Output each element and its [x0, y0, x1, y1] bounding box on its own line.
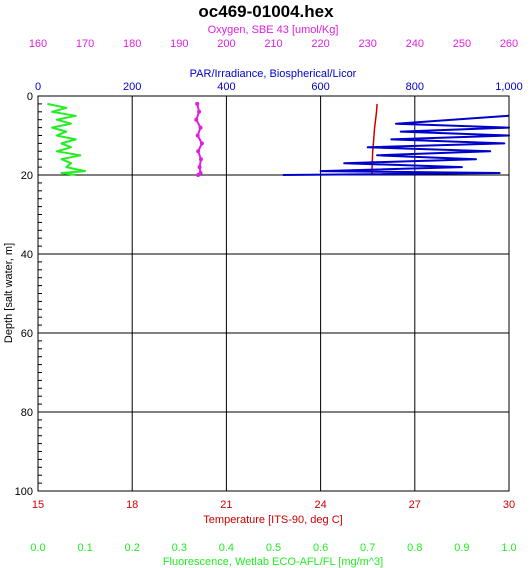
- fluorescence-tick-label: 0.1: [77, 542, 92, 554]
- depth-tick-label: 20: [21, 170, 33, 182]
- oxygen-data-point: [199, 141, 204, 146]
- temperature-tick-label: 21: [220, 499, 232, 511]
- oxygen-data-point: [194, 117, 199, 122]
- chart-title: oc469-01004.hex: [198, 2, 334, 21]
- par-tick-label: 400: [217, 81, 235, 93]
- temperature-tick-label: 24: [314, 499, 326, 511]
- temperature-tick-label: 15: [32, 499, 44, 511]
- temperature-tick-label: 27: [409, 499, 421, 511]
- fluorescence-axis-label: Fluorescence, Wetlab ECO-AFL/FL [mg/m^3]: [163, 556, 383, 568]
- depth-tick-label: 0: [27, 91, 33, 103]
- fluorescence-tick-label: 0.9: [454, 542, 469, 554]
- depth-tick-label: 80: [21, 407, 33, 419]
- oxygen-data-point: [195, 101, 200, 106]
- grid: [37, 95, 510, 492]
- depth-axis-label: Depth [salt water, m]: [3, 243, 15, 343]
- par-tick-label: 1,000: [495, 81, 523, 93]
- oxygen-tick-label: 160: [29, 38, 47, 50]
- temperature-tick-label: 18: [126, 499, 138, 511]
- par-series-line: [282, 114, 510, 176]
- oxygen-tick-label: 170: [76, 38, 94, 50]
- fluorescence-series-line: [47, 102, 87, 176]
- oxygen-data-point: [198, 125, 203, 130]
- oxygen-tick-label: 230: [359, 38, 377, 50]
- par-tick-label: 600: [311, 81, 329, 93]
- par-tick-label: 0: [35, 81, 41, 93]
- fluorescence-tick-label: 0.8: [407, 542, 422, 554]
- fluorescence-tick-label: 0.7: [360, 542, 375, 554]
- oxygen-tick-label: 250: [453, 38, 471, 50]
- oxygen-tick-label: 180: [123, 38, 141, 50]
- oxygen-data-point: [196, 149, 201, 154]
- fluorescence-tick-label: 1.0: [501, 542, 516, 554]
- oxygen-tick-label: 190: [170, 38, 188, 50]
- fluorescence-tick-label: 0.4: [219, 542, 234, 554]
- fluorescence-tick-label: 0.0: [30, 542, 45, 554]
- par-axis-label: PAR/Irradiance, Biospherical/Licor: [190, 68, 357, 80]
- fluorescence-tick-label: 0.3: [172, 542, 187, 554]
- oxygen-tick-label: 240: [406, 38, 424, 50]
- depth-tick-label: 100: [15, 486, 33, 498]
- fluorescence-tick-label: 0.5: [266, 542, 281, 554]
- oxygen-series-line: [195, 103, 203, 176]
- oxygen-tick-label: 220: [311, 38, 329, 50]
- par-tick-label: 200: [123, 81, 141, 93]
- oxygen-data-point: [197, 109, 202, 114]
- oxygen-tick-label: 210: [264, 38, 282, 50]
- fluorescence-tick-label: 0.6: [313, 542, 328, 554]
- temperature-tick-label: 30: [503, 499, 515, 511]
- plot-frame: [37, 95, 510, 492]
- oxygen-tick-label: 200: [217, 38, 235, 50]
- data-series: [47, 101, 510, 177]
- fluorescence-tick-label: 0.2: [125, 542, 140, 554]
- oxygen-data-point: [198, 157, 203, 162]
- temperature-axis-label: Temperature [ITS-90, deg C]: [203, 514, 342, 526]
- oxygen-data-point: [197, 165, 202, 170]
- oxygen-axis-label: Oxygen, SBE 43 [umol/Kg]: [208, 24, 339, 36]
- depth-tick-label: 40: [21, 249, 33, 261]
- par-tick-label: 800: [406, 81, 424, 93]
- oxygen-tick-label: 260: [500, 38, 518, 50]
- oxygen-data-point: [196, 173, 201, 177]
- depth-tick-label: 60: [21, 328, 33, 340]
- oxygen-data-point: [195, 133, 200, 138]
